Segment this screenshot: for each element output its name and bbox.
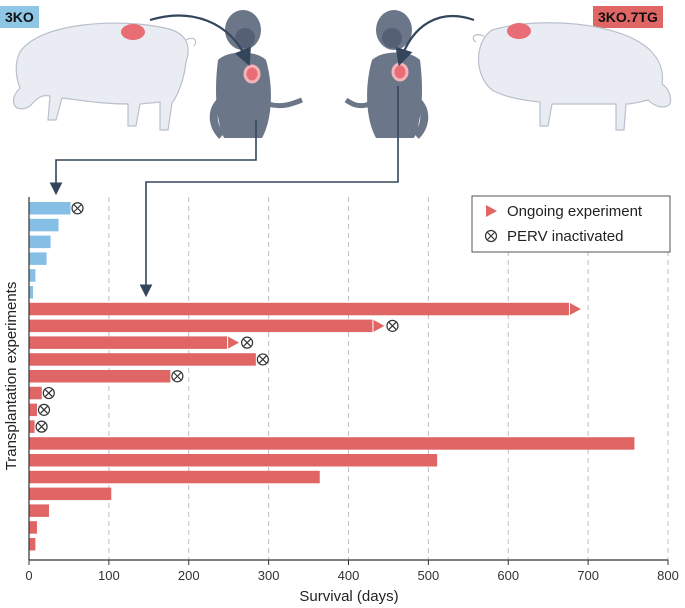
bar-3ko7tg-6 [29,386,42,400]
bar-3ko7tg-10 [29,454,438,467]
left-transplant-arrow [149,14,251,67]
monkey-left-illustration [209,10,303,139]
monkey-right-illustration [344,10,429,139]
bar-3ko7tg-11 [29,470,320,484]
x-tick-label-700: 700 [577,568,599,583]
bar-3ko7tg-1 [29,302,569,316]
bar-3ko-1 [29,202,71,215]
right-group-label: 3KO.7TG [593,6,663,28]
x-tick-label-400: 400 [338,568,360,583]
perv-marker-6 [42,386,55,400]
ongoing-marker-3 [228,336,240,349]
legend-ongoing-marker-icon [486,205,497,217]
x-tick-label-200: 200 [178,568,200,583]
bar-3ko7tg-7 [29,403,37,417]
bar-3ko7tg-15 [29,538,36,551]
pig-left-illustration [12,22,197,131]
ongoing-marker-2 [373,319,385,332]
bar-3ko7tg-12 [29,487,112,501]
pig-left-kidney-icon [121,24,145,40]
x-tick-label-100: 100 [98,568,120,583]
right-connector-line [139,86,399,298]
bar-3ko-4 [29,252,47,265]
perv-marker-2 [386,319,399,332]
bar-3ko7tg-3 [29,336,228,349]
left-connector-line [49,120,257,196]
right-transplant-arrow [395,15,475,67]
ongoing-marker-1 [569,303,581,316]
x-tick-label-800: 800 [657,568,679,583]
bar-3ko7tg-13 [29,504,49,517]
legend-perv-marker-icon [484,229,498,243]
x-tick-label-0: 0 [25,568,32,583]
bar-3ko-6 [29,286,33,299]
perv-marker-8 [35,420,48,433]
perv-marker-3 [240,336,254,349]
bar-3ko7tg-9 [29,437,635,450]
x-tick-label-600: 600 [497,568,519,583]
bar-3ko-2 [29,218,59,232]
bar-3ko-3 [29,235,51,249]
perv-marker-5 [171,370,184,383]
legend-ongoing-label: Ongoing experiment [507,203,643,220]
perv-marker-7 [37,403,51,416]
perv-marker-1 [71,202,84,215]
monkey-left-kidney-icon [243,64,261,84]
bar-3ko-5 [29,269,36,282]
bars-layer [29,202,635,551]
x-tick-label-300: 300 [258,568,280,583]
legend-perv-label: PERV inactivated [507,228,623,245]
bar-3ko7tg-4 [29,353,256,366]
bar-3ko7tg-5 [29,370,171,383]
perv-marker-4 [256,353,269,366]
legend: Ongoing experiment PERV inactivated [471,195,671,253]
pig-right-kidney-icon [507,23,531,39]
bar-3ko7tg-2 [29,319,373,333]
bar-3ko7tg-14 [29,521,37,534]
monkey-right-kidney-icon [391,62,409,82]
y-axis-title: Transplantation experiments [3,282,20,471]
axes: 0 100 200 300 400 500 600 700 800 [25,197,679,583]
bar-3ko7tg-8 [29,420,35,433]
x-axis-title: Survival (days) [299,588,398,605]
left-group-label: 3KO [0,6,39,28]
x-tick-label-500: 500 [418,568,440,583]
pig-right-illustration [472,22,672,131]
